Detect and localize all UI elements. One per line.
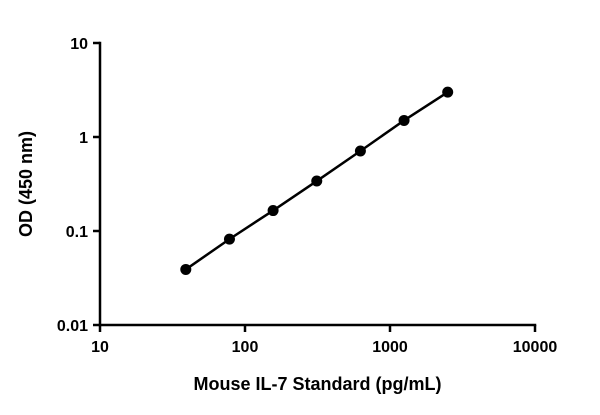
- data-point: [180, 263, 192, 275]
- x-axis-title: Mouse IL-7 Standard (pg/mL): [193, 374, 441, 394]
- y-tick-label: 0.1: [66, 224, 88, 241]
- y-axis-title: OD (450 nm): [16, 131, 36, 237]
- data-point: [311, 175, 323, 187]
- data-point: [442, 86, 454, 98]
- x-tick-label: 1000: [372, 339, 408, 356]
- x-tick-label: 10: [91, 339, 109, 356]
- data-point: [223, 233, 235, 245]
- data-point: [267, 205, 279, 217]
- x-tick-label: 10000: [513, 339, 558, 356]
- x-tick-label: 100: [232, 339, 259, 356]
- y-tick-label: 0.01: [57, 318, 88, 335]
- data-point: [398, 114, 410, 126]
- y-tick-label: 1: [79, 130, 88, 147]
- y-tick-label: 10: [70, 36, 88, 53]
- data-point: [354, 145, 366, 157]
